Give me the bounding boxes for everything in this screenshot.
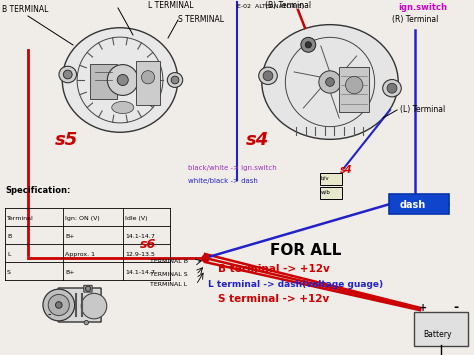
Text: ign.switch: ign.switch xyxy=(398,3,447,12)
Ellipse shape xyxy=(112,102,134,114)
Text: TERMINAL L: TERMINAL L xyxy=(150,282,187,287)
FancyBboxPatch shape xyxy=(84,285,92,292)
Text: TERMINAL B: TERMINAL B xyxy=(150,259,188,264)
Circle shape xyxy=(346,76,363,94)
FancyBboxPatch shape xyxy=(389,194,449,214)
FancyBboxPatch shape xyxy=(414,312,468,346)
Text: TERMINAL S: TERMINAL S xyxy=(150,272,188,277)
Circle shape xyxy=(48,294,69,316)
Text: -: - xyxy=(453,301,458,314)
Text: 14.1-14.7: 14.1-14.7 xyxy=(125,234,155,239)
FancyBboxPatch shape xyxy=(58,288,101,322)
Ellipse shape xyxy=(59,66,76,83)
Text: dash: dash xyxy=(400,200,426,210)
Text: B: B xyxy=(7,234,11,239)
Text: w/b: w/b xyxy=(321,189,331,194)
Circle shape xyxy=(64,70,72,79)
Text: 12.9-13.5: 12.9-13.5 xyxy=(125,252,155,257)
Ellipse shape xyxy=(383,80,401,97)
Circle shape xyxy=(107,65,138,95)
Text: b/v: b/v xyxy=(321,175,329,180)
Text: s6: s6 xyxy=(140,238,156,251)
Circle shape xyxy=(43,289,74,321)
Text: L: L xyxy=(7,252,10,257)
Text: black/white -> ign.switch: black/white -> ign.switch xyxy=(188,165,277,171)
Text: S: S xyxy=(7,270,11,275)
FancyBboxPatch shape xyxy=(320,187,342,199)
Text: B TERMINAL: B TERMINAL xyxy=(2,5,48,14)
Text: Battery: Battery xyxy=(423,330,452,339)
FancyBboxPatch shape xyxy=(320,173,342,185)
Text: 14.1-14.7: 14.1-14.7 xyxy=(125,270,155,275)
FancyBboxPatch shape xyxy=(339,67,369,112)
Text: (L) Terminal: (L) Terminal xyxy=(400,105,445,114)
Ellipse shape xyxy=(259,67,277,84)
Circle shape xyxy=(81,293,107,319)
FancyBboxPatch shape xyxy=(137,61,160,105)
Text: B terminal -> +12v: B terminal -> +12v xyxy=(218,264,330,274)
Text: white/black -> dash: white/black -> dash xyxy=(188,178,258,184)
Text: -: - xyxy=(48,309,51,319)
Text: L terminal -> dash(voltage guage): L terminal -> dash(voltage guage) xyxy=(208,280,383,289)
Text: s4: s4 xyxy=(246,131,269,149)
Circle shape xyxy=(117,75,128,86)
Circle shape xyxy=(55,302,62,308)
Text: Specification:: Specification: xyxy=(5,186,70,195)
Text: Ign: ON (V): Ign: ON (V) xyxy=(65,216,100,221)
Circle shape xyxy=(141,71,155,84)
Circle shape xyxy=(319,71,341,93)
Text: Approx. 1: Approx. 1 xyxy=(65,252,95,257)
Text: s5: s5 xyxy=(55,131,78,149)
Circle shape xyxy=(305,42,311,48)
Text: Terminal: Terminal xyxy=(7,216,34,221)
Circle shape xyxy=(301,37,316,52)
Text: E-02  ALTERNATOR(E): E-02 ALTERNATOR(E) xyxy=(237,4,304,9)
Text: B+: B+ xyxy=(65,234,74,239)
Ellipse shape xyxy=(167,72,182,87)
Ellipse shape xyxy=(262,24,398,140)
FancyBboxPatch shape xyxy=(90,64,117,99)
Circle shape xyxy=(326,78,334,86)
Text: s4: s4 xyxy=(340,165,353,175)
Text: B+: B+ xyxy=(65,270,74,275)
Text: (R) Terminal: (R) Terminal xyxy=(392,15,438,24)
Text: (B) Terminal: (B) Terminal xyxy=(265,1,311,10)
Circle shape xyxy=(387,83,397,93)
Text: L TERMINAL: L TERMINAL xyxy=(148,1,193,10)
Circle shape xyxy=(85,286,91,291)
Text: FOR ALL: FOR ALL xyxy=(270,243,341,258)
Circle shape xyxy=(84,321,89,325)
Circle shape xyxy=(263,71,273,81)
Text: S TERMINAL: S TERMINAL xyxy=(178,15,224,24)
Ellipse shape xyxy=(62,28,178,132)
Circle shape xyxy=(171,76,179,84)
Text: Idle (V): Idle (V) xyxy=(125,216,147,221)
Text: S terminal -> +12v: S terminal -> +12v xyxy=(218,294,329,304)
Text: +: + xyxy=(419,303,427,313)
